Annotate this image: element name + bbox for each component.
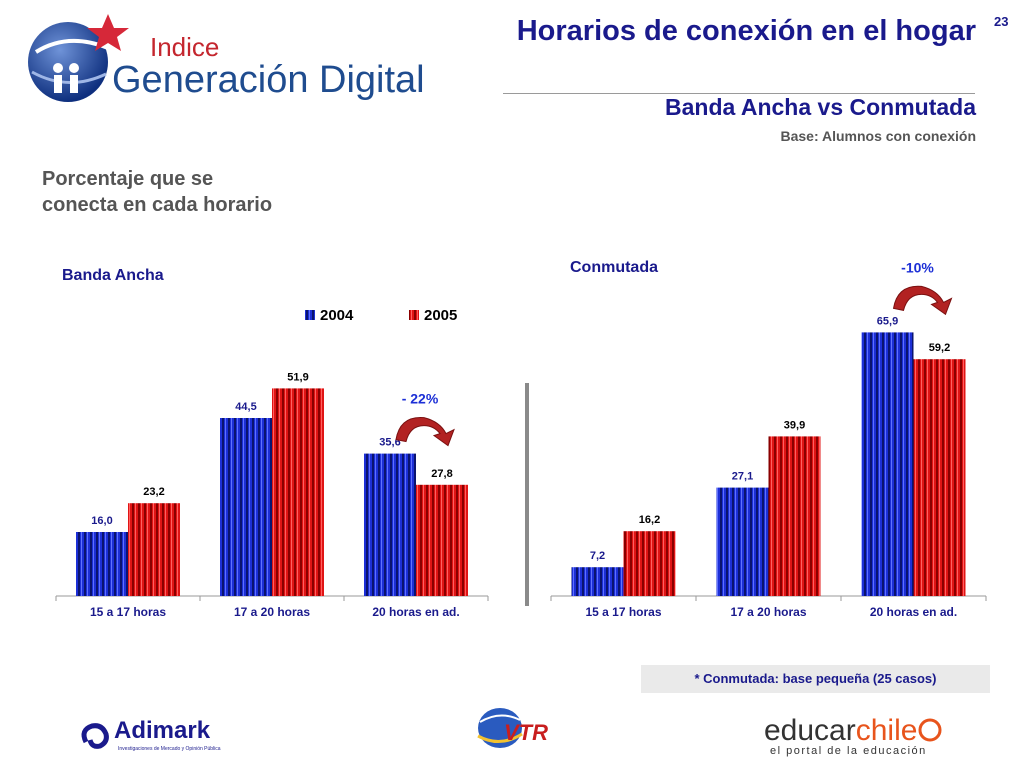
bar-1-2005-1 bbox=[768, 436, 821, 596]
bar-0-2004-1 bbox=[220, 418, 272, 596]
page-title: Horarios de conexión en el hogar bbox=[516, 15, 976, 47]
y-description: Porcentaje que se conecta en cada horari… bbox=[42, 166, 362, 218]
data-label-1-2004-0: 7,2 bbox=[590, 550, 605, 562]
logo-line2: Generación Digital bbox=[112, 59, 425, 101]
educar-swirl-icon bbox=[918, 718, 942, 742]
legend-label-2005: 2005 bbox=[424, 307, 457, 324]
data-label-0-2005-2: 27,8 bbox=[431, 468, 452, 480]
adimark-logo: Adimark Investigaciones de Mercado y Opi… bbox=[81, 717, 221, 752]
bar-1-2005-2 bbox=[913, 359, 966, 596]
data-label-0-2004-2: 35,6 bbox=[379, 437, 400, 449]
data-label-0-2005-0: 23,2 bbox=[143, 486, 164, 498]
x-tick-label-0-2: 20 horas en ad. bbox=[372, 605, 459, 619]
data-label-1-2005-0: 16,2 bbox=[639, 514, 660, 526]
bar-0-2004-0 bbox=[76, 532, 128, 596]
bar-0-2005-0 bbox=[128, 503, 180, 596]
base-text: Base: Alumnos con conexión bbox=[780, 128, 976, 144]
legend-swatch-2004 bbox=[305, 310, 315, 320]
x-tick-label-1-2: 20 horas en ad. bbox=[870, 605, 957, 619]
educarchile-logo: educarchile el portal de la educación bbox=[764, 714, 942, 757]
adimark-tagline: Investigaciones de Mercado y Opinión Púb… bbox=[118, 746, 221, 752]
bar-1-2004-0 bbox=[571, 567, 624, 596]
vtr-text: VTR bbox=[504, 720, 548, 745]
data-label-0-2004-1: 44,5 bbox=[235, 401, 256, 413]
data-label-1-2005-1: 39,9 bbox=[784, 419, 805, 431]
bar-1-2005-0 bbox=[623, 531, 676, 596]
bar-0-2005-2 bbox=[416, 484, 468, 596]
bar-0-2004-2 bbox=[364, 453, 416, 596]
legend-swatch-2005 bbox=[409, 310, 419, 320]
bar-0-2005-1 bbox=[272, 388, 324, 596]
legend-label-2004: 2004 bbox=[320, 307, 354, 324]
indice-generacion-digital-logo: Indice Generación Digital bbox=[28, 14, 425, 102]
star-icon bbox=[87, 14, 129, 51]
x-tick-label-1-0: 15 a 17 horas bbox=[585, 605, 661, 619]
data-label-0-2005-1: 51,9 bbox=[287, 371, 308, 383]
chart-title-0: Banda Ancha bbox=[62, 267, 164, 284]
page-subtitle: Banda Ancha vs Conmutada bbox=[665, 94, 976, 120]
x-tick-label-0-0: 15 a 17 horas bbox=[90, 605, 166, 619]
x-tick-label-1-1: 17 a 20 horas bbox=[730, 605, 806, 619]
chart-title-1: Conmutada bbox=[570, 259, 658, 276]
y-description-line2: conecta en cada horario bbox=[42, 194, 273, 216]
logo-line1: Indice bbox=[150, 32, 219, 62]
data-label-0-2004-0: 16,0 bbox=[91, 515, 112, 527]
vtr-logo: VTR bbox=[477, 708, 548, 748]
title-divider bbox=[503, 93, 975, 94]
x-tick-label-0-1: 17 a 20 horas bbox=[234, 605, 310, 619]
svg-text:educarchile: educarchile bbox=[764, 714, 917, 747]
bar-1-2004-2 bbox=[861, 332, 914, 596]
curved-arrow-icon-0 bbox=[395, 417, 455, 447]
bar-1-2004-1 bbox=[716, 487, 769, 596]
adimark-name: Adimark bbox=[114, 717, 211, 744]
page-number: 23 bbox=[994, 14, 1009, 29]
footnote: * Conmutada: base pequeña (25 casos) bbox=[641, 665, 990, 693]
chile-text: chile bbox=[856, 714, 918, 747]
educar-text: educar bbox=[764, 714, 856, 747]
annotation-text-0: - 22% bbox=[402, 391, 439, 407]
data-label-1-2004-2: 65,9 bbox=[877, 315, 898, 327]
annotation-text-1: -10% bbox=[901, 259, 934, 275]
data-label-1-2004-1: 27,1 bbox=[732, 471, 753, 483]
data-label-1-2005-2: 59,2 bbox=[929, 342, 950, 354]
curved-arrow-icon-1 bbox=[892, 285, 953, 316]
y-description-line1: Porcentaje que se bbox=[42, 168, 214, 190]
educar-tagline: el portal de la educación bbox=[770, 745, 927, 757]
